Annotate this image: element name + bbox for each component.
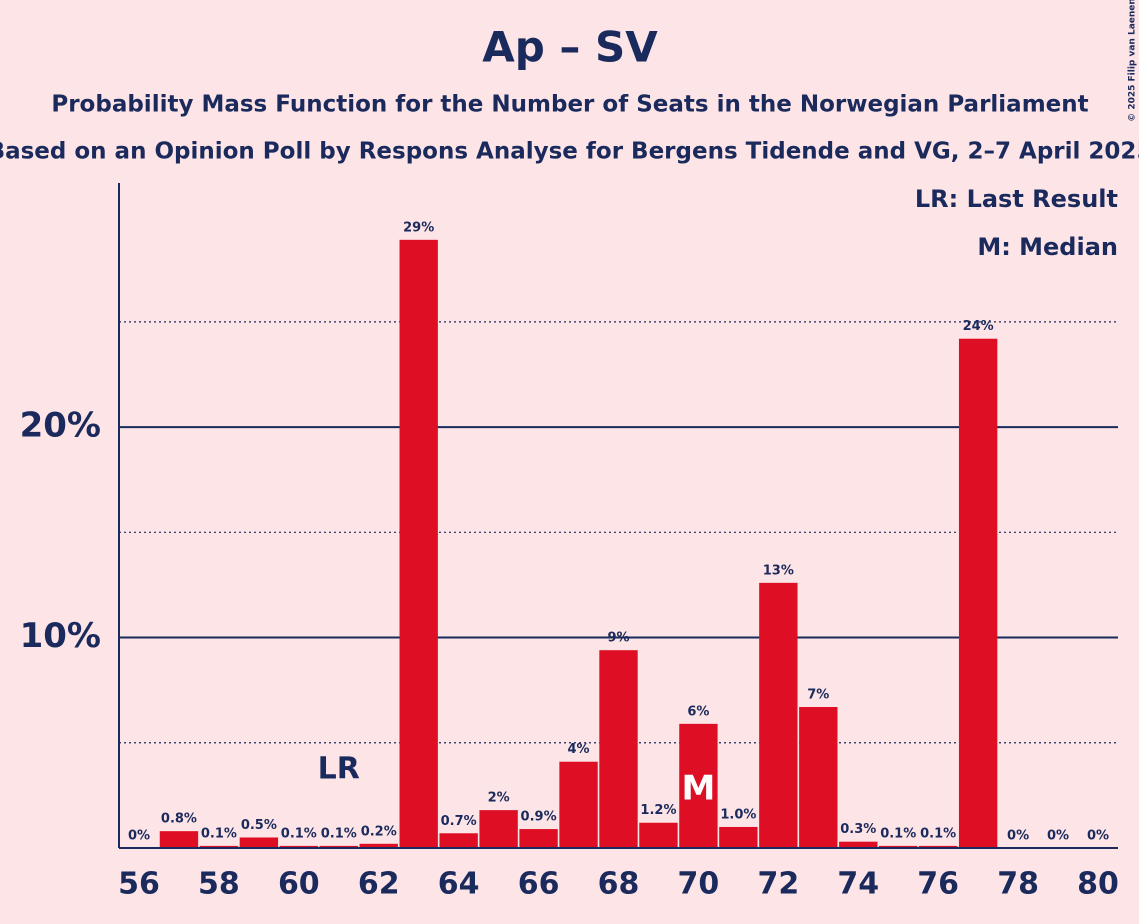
- bar: [519, 829, 558, 848]
- bar: [879, 845, 918, 848]
- value-label: 2%: [488, 791, 510, 806]
- bar: [479, 810, 518, 848]
- bar: [918, 845, 958, 848]
- legend-entry: LR: Last Result: [915, 185, 1118, 213]
- value-label: 9%: [607, 631, 629, 646]
- value-label: 0%: [1007, 829, 1029, 844]
- bar: [239, 837, 279, 848]
- last-result-marker: LR: [318, 752, 360, 787]
- value-label: 0.8%: [161, 812, 197, 827]
- x-tick-label: 72: [757, 867, 799, 902]
- bar: [279, 845, 319, 848]
- bar: [719, 826, 758, 848]
- x-tick-label: 80: [1077, 867, 1119, 902]
- bar: [839, 841, 878, 848]
- legend-entry: M: Median: [977, 233, 1118, 261]
- bar: [199, 845, 239, 848]
- x-tick-label: 78: [997, 867, 1039, 902]
- bar: [319, 845, 358, 848]
- median-marker: M: [681, 769, 715, 809]
- value-label: 0.7%: [441, 814, 477, 829]
- x-tick-label: 60: [278, 867, 320, 902]
- bar: [439, 833, 478, 848]
- y-tick-label: 10%: [20, 616, 101, 656]
- bar: [759, 582, 798, 848]
- value-label: 24%: [963, 319, 994, 334]
- bar: [599, 650, 638, 848]
- value-label: 0%: [128, 829, 150, 844]
- bar: [359, 843, 398, 848]
- value-label: 1.0%: [720, 807, 756, 822]
- value-label: 13%: [763, 563, 794, 578]
- x-tick-label: 64: [438, 867, 480, 902]
- x-tick-label: 70: [678, 867, 720, 902]
- bar: [559, 761, 598, 848]
- bar: [399, 239, 438, 848]
- x-tick-label: 58: [198, 867, 240, 902]
- chart-subtitle: Probability Mass Function for the Number…: [51, 92, 1088, 118]
- value-label: 7%: [807, 688, 829, 703]
- value-label: 1.2%: [640, 803, 676, 818]
- copyright: © 2025 Filip van Laenen: [1128, 0, 1138, 122]
- bar: [799, 707, 838, 848]
- x-tick-label: 68: [598, 867, 640, 902]
- value-label: 6%: [687, 704, 709, 719]
- value-label: 0.1%: [201, 826, 237, 841]
- x-tick-label: 76: [917, 867, 959, 902]
- bar: [639, 822, 678, 848]
- value-label: 29%: [403, 220, 434, 235]
- bar: [958, 338, 998, 848]
- value-label: 0%: [1047, 829, 1069, 844]
- chart-subtitle: Based on an Opinion Poll by Respons Anal…: [0, 139, 1139, 165]
- value-label: 0%: [1087, 829, 1109, 844]
- value-label: 0.5%: [241, 818, 277, 833]
- value-label: 0.1%: [321, 826, 357, 841]
- y-tick-label: 20%: [20, 406, 101, 446]
- value-label: 0.1%: [281, 826, 317, 841]
- value-label: 0.9%: [521, 810, 557, 825]
- bar: [159, 831, 199, 848]
- x-tick-label: 56: [118, 867, 160, 902]
- value-label: 0.1%: [920, 826, 956, 841]
- x-tick-label: 62: [358, 867, 400, 902]
- x-tick-label: 66: [518, 867, 560, 902]
- value-label: 0.3%: [840, 822, 876, 837]
- value-label: 0.1%: [880, 826, 916, 841]
- value-label: 4%: [568, 742, 590, 757]
- bar: [679, 723, 718, 848]
- chart-title: Ap – SV: [482, 23, 658, 72]
- value-label: 0.2%: [361, 824, 397, 839]
- x-tick-label: 74: [837, 867, 879, 902]
